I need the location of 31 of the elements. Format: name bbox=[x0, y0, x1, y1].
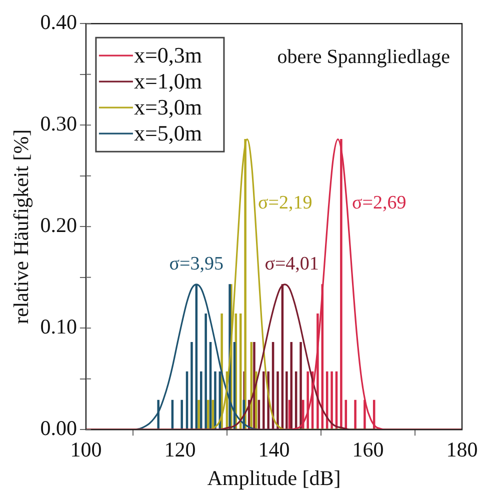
annotation: σ=4,01 bbox=[264, 253, 319, 274]
y-tick-label: 0.40 bbox=[40, 10, 77, 34]
annotation: obere Spanngliedlage bbox=[277, 46, 450, 68]
y-tick-label: 0.10 bbox=[40, 314, 77, 339]
y-tick-label: 0.00 bbox=[40, 416, 77, 440]
annotation: σ=2,19 bbox=[258, 192, 312, 214]
legend-label: x=3,0m bbox=[134, 94, 202, 120]
x-tick-label: 180 bbox=[446, 438, 478, 462]
bar bbox=[190, 342, 193, 430]
legend-label: x=0,3m bbox=[134, 42, 202, 68]
bar bbox=[180, 400, 183, 430]
y-tick-label: 0.30 bbox=[40, 112, 77, 136]
x-tick-label: 100 bbox=[70, 438, 102, 462]
bar bbox=[214, 371, 216, 430]
annotation: σ=2,69 bbox=[352, 192, 406, 214]
y-axis-title: relative Häufigkeit [%] bbox=[9, 129, 34, 324]
bar bbox=[198, 400, 200, 430]
x-tick-label: 140 bbox=[258, 438, 290, 462]
legend-label: x=5,0m bbox=[134, 120, 202, 146]
annotation: σ=3,95 bbox=[169, 253, 224, 274]
x-axis-title: Amplitude [dB] bbox=[207, 466, 341, 490]
y-tick-label: 0.20 bbox=[40, 213, 77, 238]
bar bbox=[330, 371, 333, 430]
bar bbox=[290, 342, 292, 430]
x-tick-label: 160 bbox=[352, 438, 384, 462]
x-tick-label: 120 bbox=[164, 438, 196, 462]
bar bbox=[354, 400, 356, 430]
bar bbox=[276, 371, 279, 430]
bar bbox=[262, 371, 265, 430]
bar bbox=[286, 371, 288, 430]
legend-label: x=1,0m bbox=[134, 68, 202, 94]
